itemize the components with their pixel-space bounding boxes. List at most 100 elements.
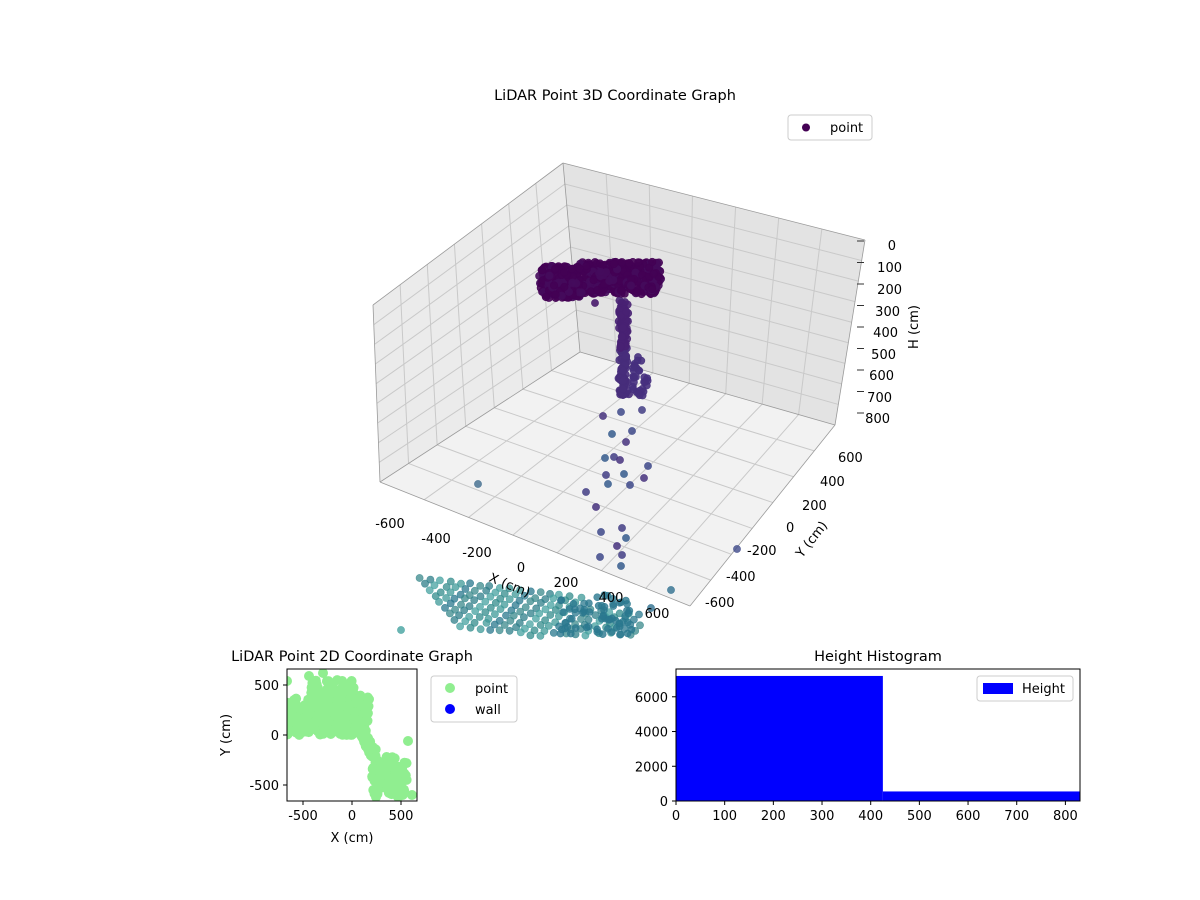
legend-histogram-label: Height xyxy=(1022,682,1065,697)
data-point xyxy=(486,626,495,634)
data-point xyxy=(299,718,310,729)
data-point xyxy=(537,599,545,607)
data-point xyxy=(371,792,381,801)
data-point xyxy=(486,592,495,601)
y-tick-label: 0 xyxy=(660,795,668,810)
grid-line xyxy=(494,407,774,504)
data-point xyxy=(582,488,590,496)
data-point xyxy=(733,545,741,553)
y-tick-label: 400 xyxy=(820,475,845,490)
data-point xyxy=(495,626,504,635)
data-point xyxy=(582,261,591,271)
data-point xyxy=(602,471,610,479)
data-point xyxy=(486,603,495,612)
data-point xyxy=(481,608,490,617)
data-point xyxy=(571,624,580,632)
y-tick-label: 0 xyxy=(271,729,279,744)
data-point xyxy=(636,621,644,630)
data-point xyxy=(560,268,569,277)
y-tick-label: -200 xyxy=(747,544,777,559)
grid-line xyxy=(408,462,711,581)
data-point xyxy=(490,610,499,619)
grid-line xyxy=(423,362,617,501)
x-tick-label: 500 xyxy=(907,809,932,824)
data-point xyxy=(393,792,403,801)
data-point xyxy=(471,607,480,615)
data-point xyxy=(319,699,330,710)
grid-line xyxy=(426,264,438,445)
legend-histogram: Height xyxy=(976,675,1074,702)
data-point xyxy=(425,586,434,595)
data-point xyxy=(536,632,545,640)
x-tick-label: 0 xyxy=(348,809,356,824)
y-tick-labels-2d: 500 0 -500 xyxy=(249,679,279,794)
grid-line xyxy=(453,244,467,427)
data-point xyxy=(491,599,500,607)
data-point xyxy=(597,528,605,536)
pane-floor xyxy=(380,352,835,606)
data-point xyxy=(530,626,539,635)
data-point xyxy=(622,307,631,316)
y-tick-label: -600 xyxy=(705,596,735,611)
data-point xyxy=(346,676,357,686)
data-point xyxy=(326,681,337,692)
x-tick-label: 600 xyxy=(645,607,670,622)
data-point xyxy=(475,613,484,621)
data-point xyxy=(581,631,590,640)
data-point xyxy=(571,605,579,614)
x-axis-label-2d: X (cm) xyxy=(331,831,374,846)
data-point xyxy=(506,616,515,625)
legend-histogram-frame xyxy=(976,675,1074,702)
data-point xyxy=(521,603,530,612)
z-tick-label: 400 xyxy=(873,326,898,341)
z-tick-label: 300 xyxy=(875,305,900,320)
data-point xyxy=(461,617,470,626)
x-tick-label: 300 xyxy=(810,809,835,824)
data-point xyxy=(331,726,342,737)
data-point xyxy=(626,281,636,290)
legend-3d-frame xyxy=(787,114,873,141)
data-point xyxy=(638,406,646,414)
x-tick-label: 500 xyxy=(389,809,414,824)
data-point xyxy=(287,676,292,686)
data-point xyxy=(482,619,491,627)
data-point xyxy=(549,629,558,637)
data-point xyxy=(354,723,364,734)
y-tick-label: -500 xyxy=(249,779,279,794)
data-point xyxy=(616,630,625,639)
data-point xyxy=(617,286,626,295)
data-point xyxy=(644,462,652,470)
data-point xyxy=(304,671,314,681)
z-axis-label-3d: H (cm) xyxy=(907,305,922,349)
data-point xyxy=(566,629,575,638)
data-point xyxy=(466,579,474,588)
y-tick-label: 200 xyxy=(802,499,827,514)
point-cloud-3d xyxy=(397,257,741,640)
data-point xyxy=(591,611,600,619)
data-point xyxy=(619,366,628,375)
data-point xyxy=(482,586,491,595)
legend-marker-point xyxy=(445,683,455,693)
data-point xyxy=(585,608,594,616)
data-point xyxy=(619,384,628,394)
pane-edge xyxy=(379,351,581,483)
pane-edge xyxy=(372,162,564,306)
data-point xyxy=(407,790,417,800)
pane-edge xyxy=(562,162,581,353)
data-point xyxy=(442,594,450,602)
data-point xyxy=(526,631,535,640)
data-point xyxy=(625,606,634,615)
data-point xyxy=(490,620,499,629)
data-point xyxy=(568,278,577,287)
data-point xyxy=(560,282,569,292)
data-point xyxy=(505,626,514,635)
z-tick-label: 200 xyxy=(877,283,902,298)
data-point xyxy=(619,376,628,385)
data-point xyxy=(622,534,630,542)
data-point xyxy=(609,259,619,269)
data-point xyxy=(617,332,627,341)
data-point xyxy=(592,503,600,511)
legend-3d-marker xyxy=(802,123,810,132)
histogram-frame xyxy=(675,668,1081,802)
data-point xyxy=(649,269,658,278)
